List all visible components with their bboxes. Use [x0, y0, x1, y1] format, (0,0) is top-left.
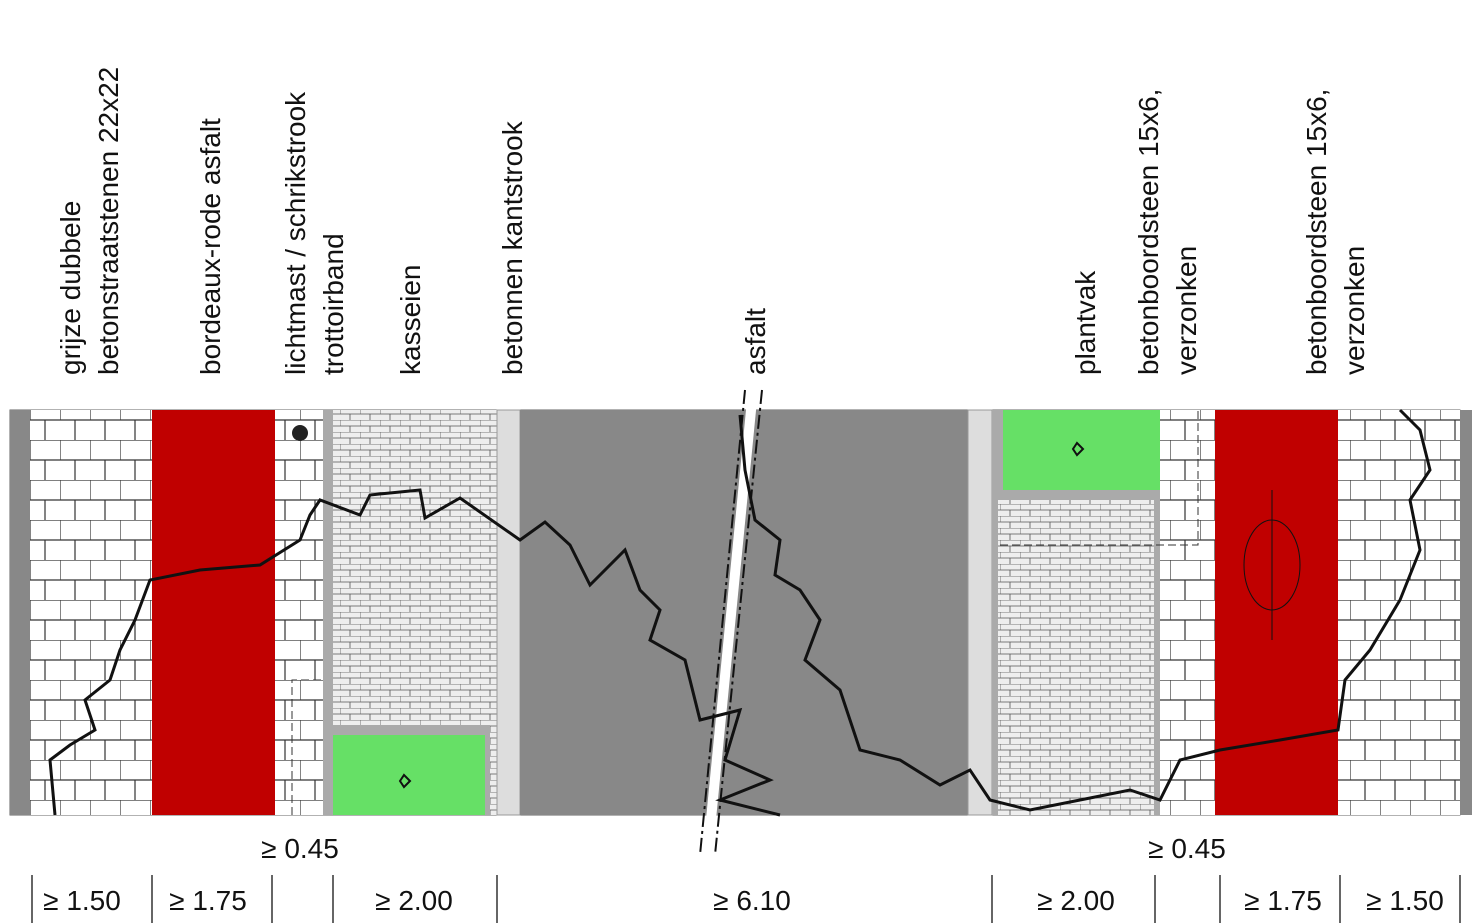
label-line: betonnen kantstrook — [497, 120, 528, 375]
dimension-label: ≥ 2.00 — [1037, 885, 1115, 916]
label-line: verzonken — [1339, 246, 1370, 375]
label-line: bordeaux-rode asfalt — [195, 118, 226, 375]
dimensions: ≥ 0.45 ≥ 0.45 ≥ 1.50 ≥ 1.75 ≥ 2.00 ≥ 6.10 ≥ 2.… — [31, 833, 1461, 923]
label-line: kasseien — [395, 264, 426, 375]
label-line: betonstraatstenen 22x22 — [93, 67, 124, 375]
dimension-label: ≥ 1.75 — [1244, 885, 1322, 916]
dimension-label: ≥ 1.50 — [43, 885, 121, 916]
dimension-label: ≥ 2.00 — [375, 885, 453, 916]
label-line: betonboordsteen 15x6, — [1301, 89, 1332, 375]
dimension-label: ≥ 1.50 — [1366, 885, 1444, 916]
offset-label: ≥ 0.45 — [1148, 833, 1226, 864]
dimension-label: ≥ 1.75 — [169, 885, 247, 916]
label-line: asfalt — [740, 308, 771, 375]
label-line: lichtmast / schrikstrook — [280, 91, 311, 375]
labels: grijze dubbele betonstraatstenen 22x22 bor… — [55, 67, 1370, 375]
label-line: betonboordsteen 15x6, — [1133, 89, 1164, 375]
label-line: trottoirband — [318, 233, 349, 375]
label-line: grijze dubbele — [55, 201, 86, 375]
label-line: verzonken — [1171, 246, 1202, 375]
label-line: plantvak — [1070, 270, 1101, 375]
offset-label: ≥ 0.45 — [261, 833, 339, 864]
dimension-label: ≥ 6.10 — [713, 885, 791, 916]
strips — [9, 389, 1472, 856]
